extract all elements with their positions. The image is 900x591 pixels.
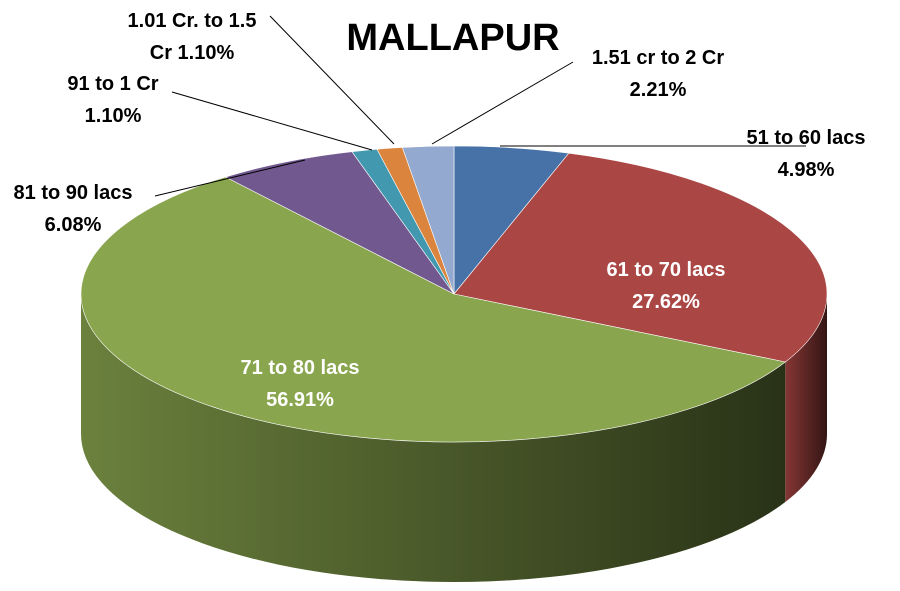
chart-title: MALLAPUR <box>346 17 559 59</box>
label-81-90-lacs: 81 to 90 lacs 6.08% <box>14 182 133 236</box>
label-line: 6.08% <box>45 214 102 236</box>
leader-line-1-51-to-2-cr <box>431 61 574 145</box>
label-line: 56.91% <box>266 389 334 411</box>
label-51-60-lacs: 51 to 60 lacs 4.98% <box>747 127 866 181</box>
slice-side-71-80-lacs <box>81 294 786 582</box>
label-line: 51 to 60 lacs <box>747 127 866 149</box>
label-line: 1.10% <box>85 105 142 127</box>
leader-line-91-to-1-cr <box>171 91 373 151</box>
label-line: Cr 1.10% <box>150 42 235 64</box>
slice-side-61-70-lacs <box>785 294 827 503</box>
pie-slices <box>80 145 828 443</box>
slice-81-90-lacs <box>224 151 455 295</box>
label-line: 81 to 90 lacs <box>14 182 133 204</box>
label-line: 1.51 cr to 2 Cr <box>592 47 725 69</box>
slice-1-51-to-2-cr <box>401 145 455 295</box>
label-line: 2.21% <box>630 79 687 101</box>
label-1-01-to-1-5-cr: 1.01 Cr. to 1.5 Cr 1.10% <box>128 10 257 64</box>
slice-61-70-lacs <box>453 152 828 363</box>
label-line: 27.62% <box>632 291 700 313</box>
label-line: 91 to 1 Cr <box>67 73 158 95</box>
leader-lines <box>154 15 806 197</box>
label-61-70-lacs: 61 to 70 lacs 27.62% <box>607 259 726 313</box>
label-line: 1.01 Cr. to 1.5 <box>128 10 257 32</box>
leader-line-81-90-lacs <box>154 159 306 197</box>
label-line: 4.98% <box>778 159 835 181</box>
label-1-51-to-2-cr: 1.51 cr to 2 Cr 2.21% <box>592 47 725 101</box>
slice-71-80-lacs <box>80 176 786 443</box>
label-71-80-lacs: 71 to 80 lacs 56.91% <box>241 357 360 411</box>
leader-line-1-01-to-1-5-cr <box>269 15 395 145</box>
label-line: 71 to 80 lacs <box>241 357 360 379</box>
pie-sides <box>81 294 827 582</box>
slice-labels: 51 to 60 lacs 4.98% 61 to 70 lacs 27.62% 71 … <box>14 10 866 411</box>
label-91-to-1-cr: 91 to 1 Cr 1.10% <box>67 73 158 127</box>
label-line: 61 to 70 lacs <box>607 259 726 281</box>
